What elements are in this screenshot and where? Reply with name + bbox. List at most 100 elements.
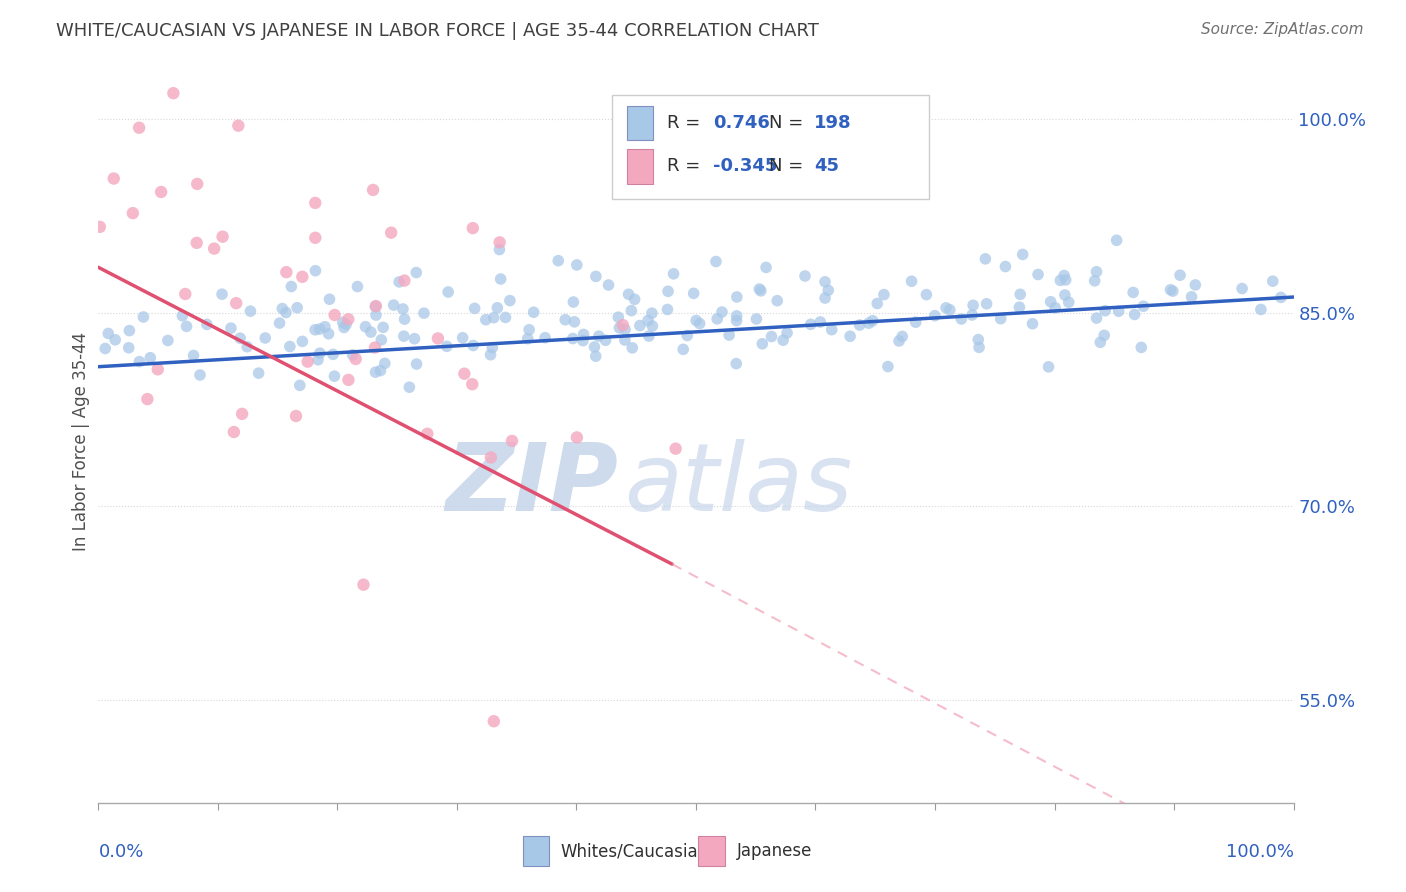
Point [1085,311,1108,326]
Point [426,331,449,345]
Point [565,430,588,444]
Point [583,340,606,354]
Point [183,349,205,363]
Point [304,263,326,277]
Point [873,287,896,301]
Point [761,329,783,343]
Point [1057,295,1080,310]
Point [814,275,837,289]
Point [219,321,242,335]
Point [322,347,344,361]
Text: WHITE/CAUCASIAN VS JAPANESE IN LABOR FORCE | AGE 35-44 CORRELATION CHART: WHITE/CAUCASIAN VS JAPANESE IN LABOR FOR… [56,22,820,40]
Point [382,298,405,312]
Point [1184,277,1206,292]
Point [617,287,640,301]
Point [924,309,946,323]
Point [935,301,957,315]
Point [176,319,198,334]
Point [461,377,484,392]
Point [962,298,984,312]
Point [516,332,538,346]
Point [755,260,778,275]
Point [725,313,748,327]
Point [488,235,510,250]
Text: N =: N = [769,114,808,132]
Point [613,333,636,347]
Point [370,333,392,347]
Point [228,119,250,133]
Point [404,332,426,346]
Point [967,333,990,347]
Point [285,409,308,423]
Point [475,312,498,326]
Text: 198: 198 [814,114,852,132]
Point [1053,268,1076,283]
Point [453,367,475,381]
FancyBboxPatch shape [699,836,724,866]
Point [394,274,416,288]
Text: 0.746: 0.746 [713,114,769,132]
Point [364,341,387,355]
Text: N =: N = [769,157,808,175]
Point [817,283,839,297]
Point [1026,268,1049,282]
Point [766,293,789,308]
Point [534,331,557,345]
Point [308,322,330,336]
Text: 0.0%: 0.0% [98,843,143,861]
Point [800,318,823,332]
Point [276,265,298,279]
Point [517,323,540,337]
Point [360,325,382,339]
Point [370,363,392,377]
Point [1132,299,1154,313]
Point [222,425,245,439]
Point [489,272,512,286]
Point [565,258,588,272]
Point [479,450,502,465]
Point [437,285,460,299]
Point [1270,290,1292,304]
Point [291,334,314,349]
Point [950,312,973,326]
Point [1261,274,1284,288]
Point [776,326,799,340]
Point [461,221,484,235]
Point [1054,273,1077,287]
Point [976,297,998,311]
Point [547,253,569,268]
Point [479,348,502,362]
Point [665,442,688,456]
Point [451,331,474,345]
Point [323,369,346,384]
Point [188,368,211,382]
Point [554,312,576,326]
Point [291,269,314,284]
Text: 45: 45 [814,157,839,175]
Point [229,331,252,345]
Point [225,296,247,310]
Text: ZIP: ZIP [446,439,619,531]
Point [364,365,387,379]
Point [104,333,127,347]
Point [150,185,173,199]
Point [288,378,311,392]
Point [297,354,319,368]
Point [900,274,922,288]
Point [1161,284,1184,298]
Point [960,308,983,322]
Point [706,311,728,326]
Point [607,310,630,325]
Point [641,319,664,334]
Point [676,328,699,343]
Point [344,351,367,366]
Point [374,356,396,370]
Point [866,296,889,310]
Point [174,287,197,301]
Point [94,342,117,356]
Point [685,313,707,327]
Text: Japanese: Japanese [737,842,813,860]
Point [572,334,595,348]
Point [342,348,364,362]
Point [1108,304,1130,318]
